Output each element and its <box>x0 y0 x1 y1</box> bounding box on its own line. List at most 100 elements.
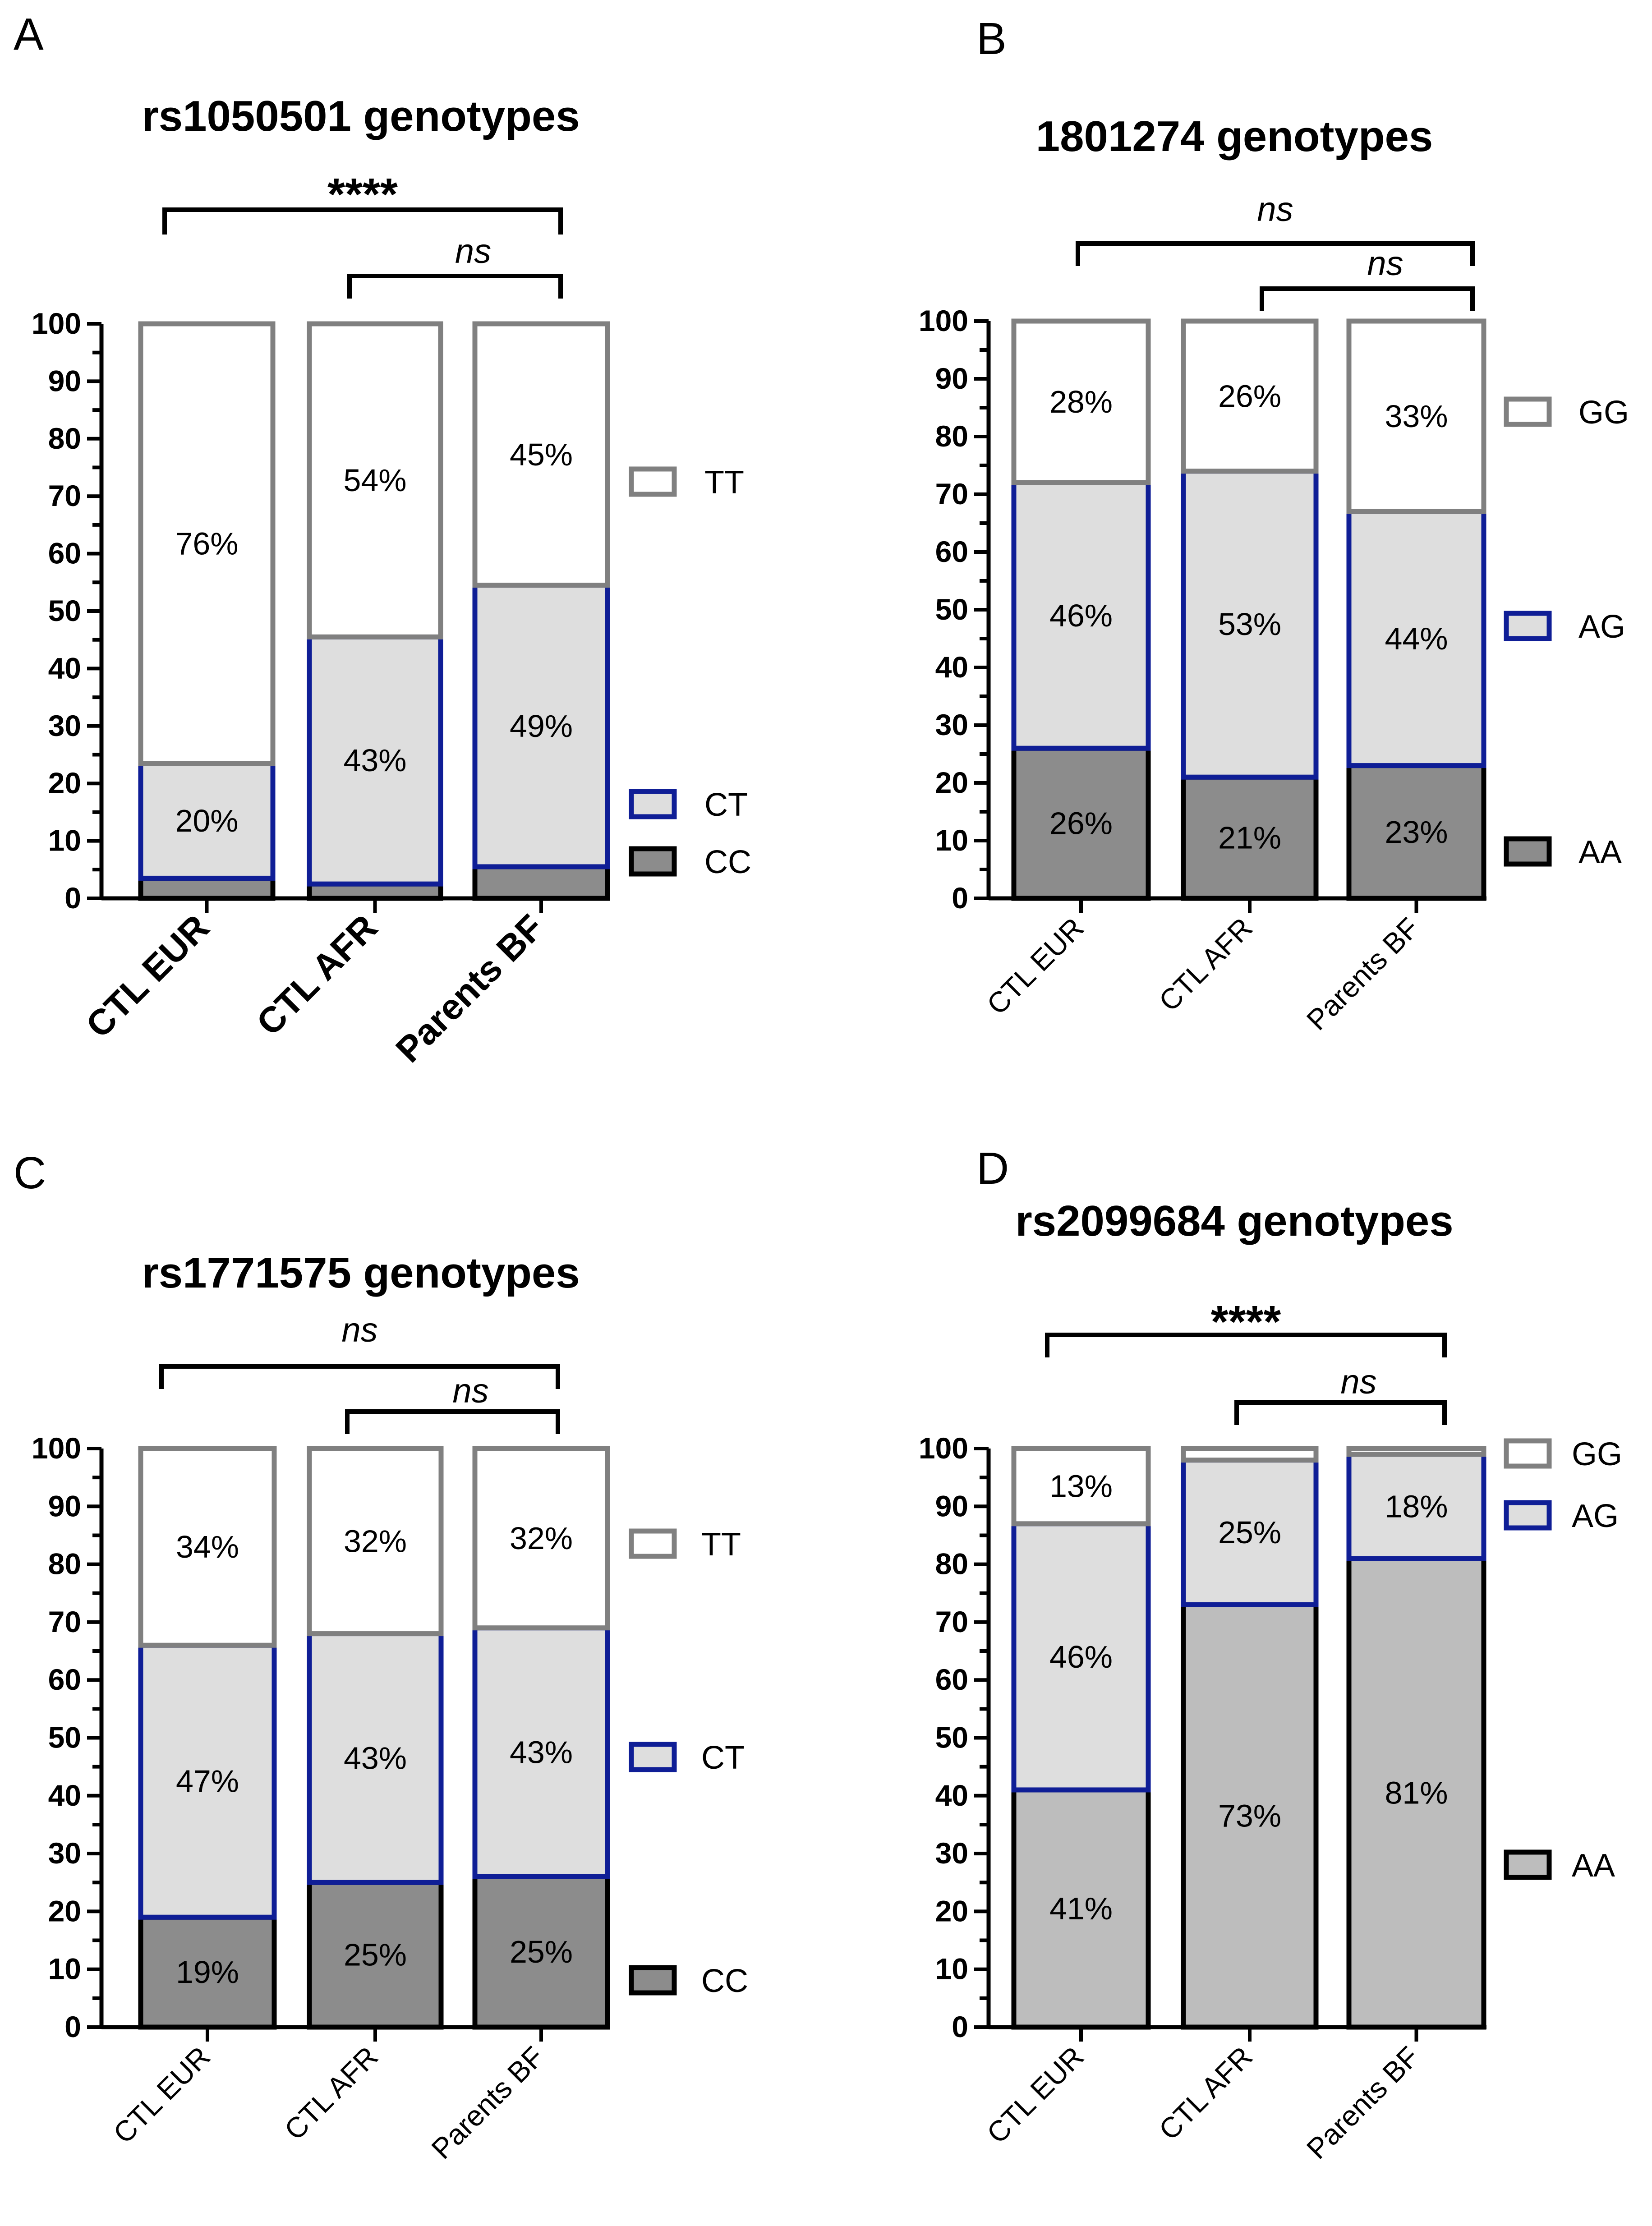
significance-bracket <box>159 1364 560 1389</box>
data-label: 41% <box>1049 1891 1113 1926</box>
data-label: 46% <box>1049 1639 1113 1674</box>
data-label: 43% <box>343 743 406 778</box>
legend-label: TT <box>701 1527 741 1563</box>
y-tick-label: 100 <box>919 304 968 337</box>
significance-label: ns <box>1340 1363 1376 1401</box>
y-tick-label: 50 <box>935 593 968 626</box>
legend-label: CC <box>701 1963 748 1999</box>
panel-letter: B <box>976 14 1007 64</box>
legend-swatch-tt <box>629 1528 677 1559</box>
x-tick-label: Parents BF <box>1300 2040 1425 2165</box>
bar-segment-tt <box>472 321 610 588</box>
data-label: 13% <box>1049 1468 1113 1504</box>
data-label: 44% <box>1385 621 1448 656</box>
y-tick-label: 100 <box>32 307 81 340</box>
legend-swatch-ct <box>629 1742 677 1772</box>
legend-label: AG <box>1578 609 1625 645</box>
y-tick-label: 20 <box>48 766 81 800</box>
bar-segment-tt <box>307 321 443 639</box>
panel-letter: D <box>976 1143 1009 1194</box>
significance-label: ns <box>1257 190 1293 229</box>
data-label: 19% <box>176 1955 239 1990</box>
bar-segment-cc <box>138 875 276 901</box>
data-label: 32% <box>344 1523 407 1559</box>
y-tick-label: 70 <box>48 1605 81 1638</box>
y-tick-label: 20 <box>48 1894 81 1927</box>
bar-segment-gg <box>1346 318 1486 514</box>
y-tick-label: 40 <box>935 650 968 684</box>
data-label: 49% <box>510 708 573 744</box>
data-label: 43% <box>510 1735 573 1770</box>
x-tick-label: CTL AFR <box>278 2040 384 2146</box>
y-tick-label: 80 <box>935 419 968 453</box>
legend-label: TT <box>704 465 744 501</box>
bar-segment-ct <box>307 1631 444 1885</box>
chart-title: rs1771575 genotypes <box>142 1249 580 1297</box>
data-label: 23% <box>1385 814 1448 850</box>
data-label: 73% <box>1218 1798 1281 1834</box>
legend-swatch-gg <box>1504 1438 1552 1469</box>
y-tick-label: 100 <box>32 1431 81 1465</box>
x-tick-label: Parents BF <box>425 2040 550 2165</box>
data-label: 25% <box>1218 1515 1281 1550</box>
significance-bracket <box>1260 286 1475 311</box>
chart-title: rs1050501 genotypes <box>142 92 580 140</box>
y-tick-label: 10 <box>935 823 968 857</box>
bar-segment-tt <box>138 321 276 766</box>
legend-swatch-cc <box>629 846 677 877</box>
panel-letter: A <box>14 9 44 60</box>
x-tick-label: CTL EUR <box>78 907 216 1045</box>
data-label: 46% <box>1049 598 1113 633</box>
bar-segment-tt <box>307 1446 444 1637</box>
legend-swatch-cc <box>629 1965 677 1996</box>
significance-bracket <box>1234 1400 1447 1425</box>
data-label: 28% <box>1049 384 1113 419</box>
y-tick-label: 70 <box>48 479 81 512</box>
y-tick-label: 50 <box>48 594 81 627</box>
legend-label: AA <box>1572 1848 1615 1884</box>
data-label: 18% <box>1385 1489 1448 1524</box>
y-tick-label: 20 <box>935 1894 968 1927</box>
significance-label: ns <box>1367 244 1403 283</box>
y-tick-label: 10 <box>48 1952 81 1986</box>
legend-swatch-tt <box>629 466 677 497</box>
legend-label: CC <box>704 844 751 880</box>
y-tick-label: 0 <box>64 881 81 915</box>
panel-letter: C <box>14 1148 46 1198</box>
data-label: 25% <box>510 1934 573 1969</box>
data-label: 32% <box>510 1521 573 1556</box>
bar-segment-tt <box>138 1446 277 1648</box>
legend-label: GG <box>1572 1436 1622 1472</box>
significance-bracket <box>162 207 563 235</box>
y-tick-label: 30 <box>48 1836 81 1870</box>
legend-swatch-aa <box>1504 836 1552 867</box>
y-tick-label: 30 <box>935 708 968 741</box>
data-label: 45% <box>510 437 573 472</box>
x-tick-label: CTL EUR <box>980 911 1090 1021</box>
y-tick-label: 0 <box>952 2010 968 2043</box>
legend-swatch-ct <box>629 789 677 819</box>
x-tick-label: CTL EUR <box>107 2040 216 2150</box>
x-tick-label: Parents BF <box>1300 911 1425 1036</box>
y-tick-label: 60 <box>48 1663 81 1696</box>
y-tick-label: 100 <box>919 1431 968 1465</box>
significance-label: ns <box>452 1372 488 1410</box>
legend-swatch-aa <box>1504 1849 1552 1880</box>
data-label: 76% <box>175 526 238 561</box>
y-tick-label: 30 <box>48 709 81 742</box>
significance-bracket <box>1045 1333 1447 1357</box>
significance-label: ns <box>455 232 491 271</box>
bar-segment-gg <box>1346 1446 1486 1457</box>
bar-segment-cc <box>472 864 610 901</box>
data-label: 81% <box>1385 1775 1448 1810</box>
bar-segment-gg <box>1181 318 1319 474</box>
x-tick-label: CTL AFR <box>1153 911 1259 1017</box>
significance-label: ns <box>341 1311 377 1349</box>
legend-label: AG <box>1572 1498 1619 1534</box>
bar-segment-ct <box>138 1642 277 1920</box>
legend-swatch-ag <box>1504 611 1552 641</box>
chart-title: 1801274 genotypes <box>1036 112 1433 161</box>
data-label: 26% <box>1218 378 1281 414</box>
legend-label: GG <box>1578 395 1629 431</box>
